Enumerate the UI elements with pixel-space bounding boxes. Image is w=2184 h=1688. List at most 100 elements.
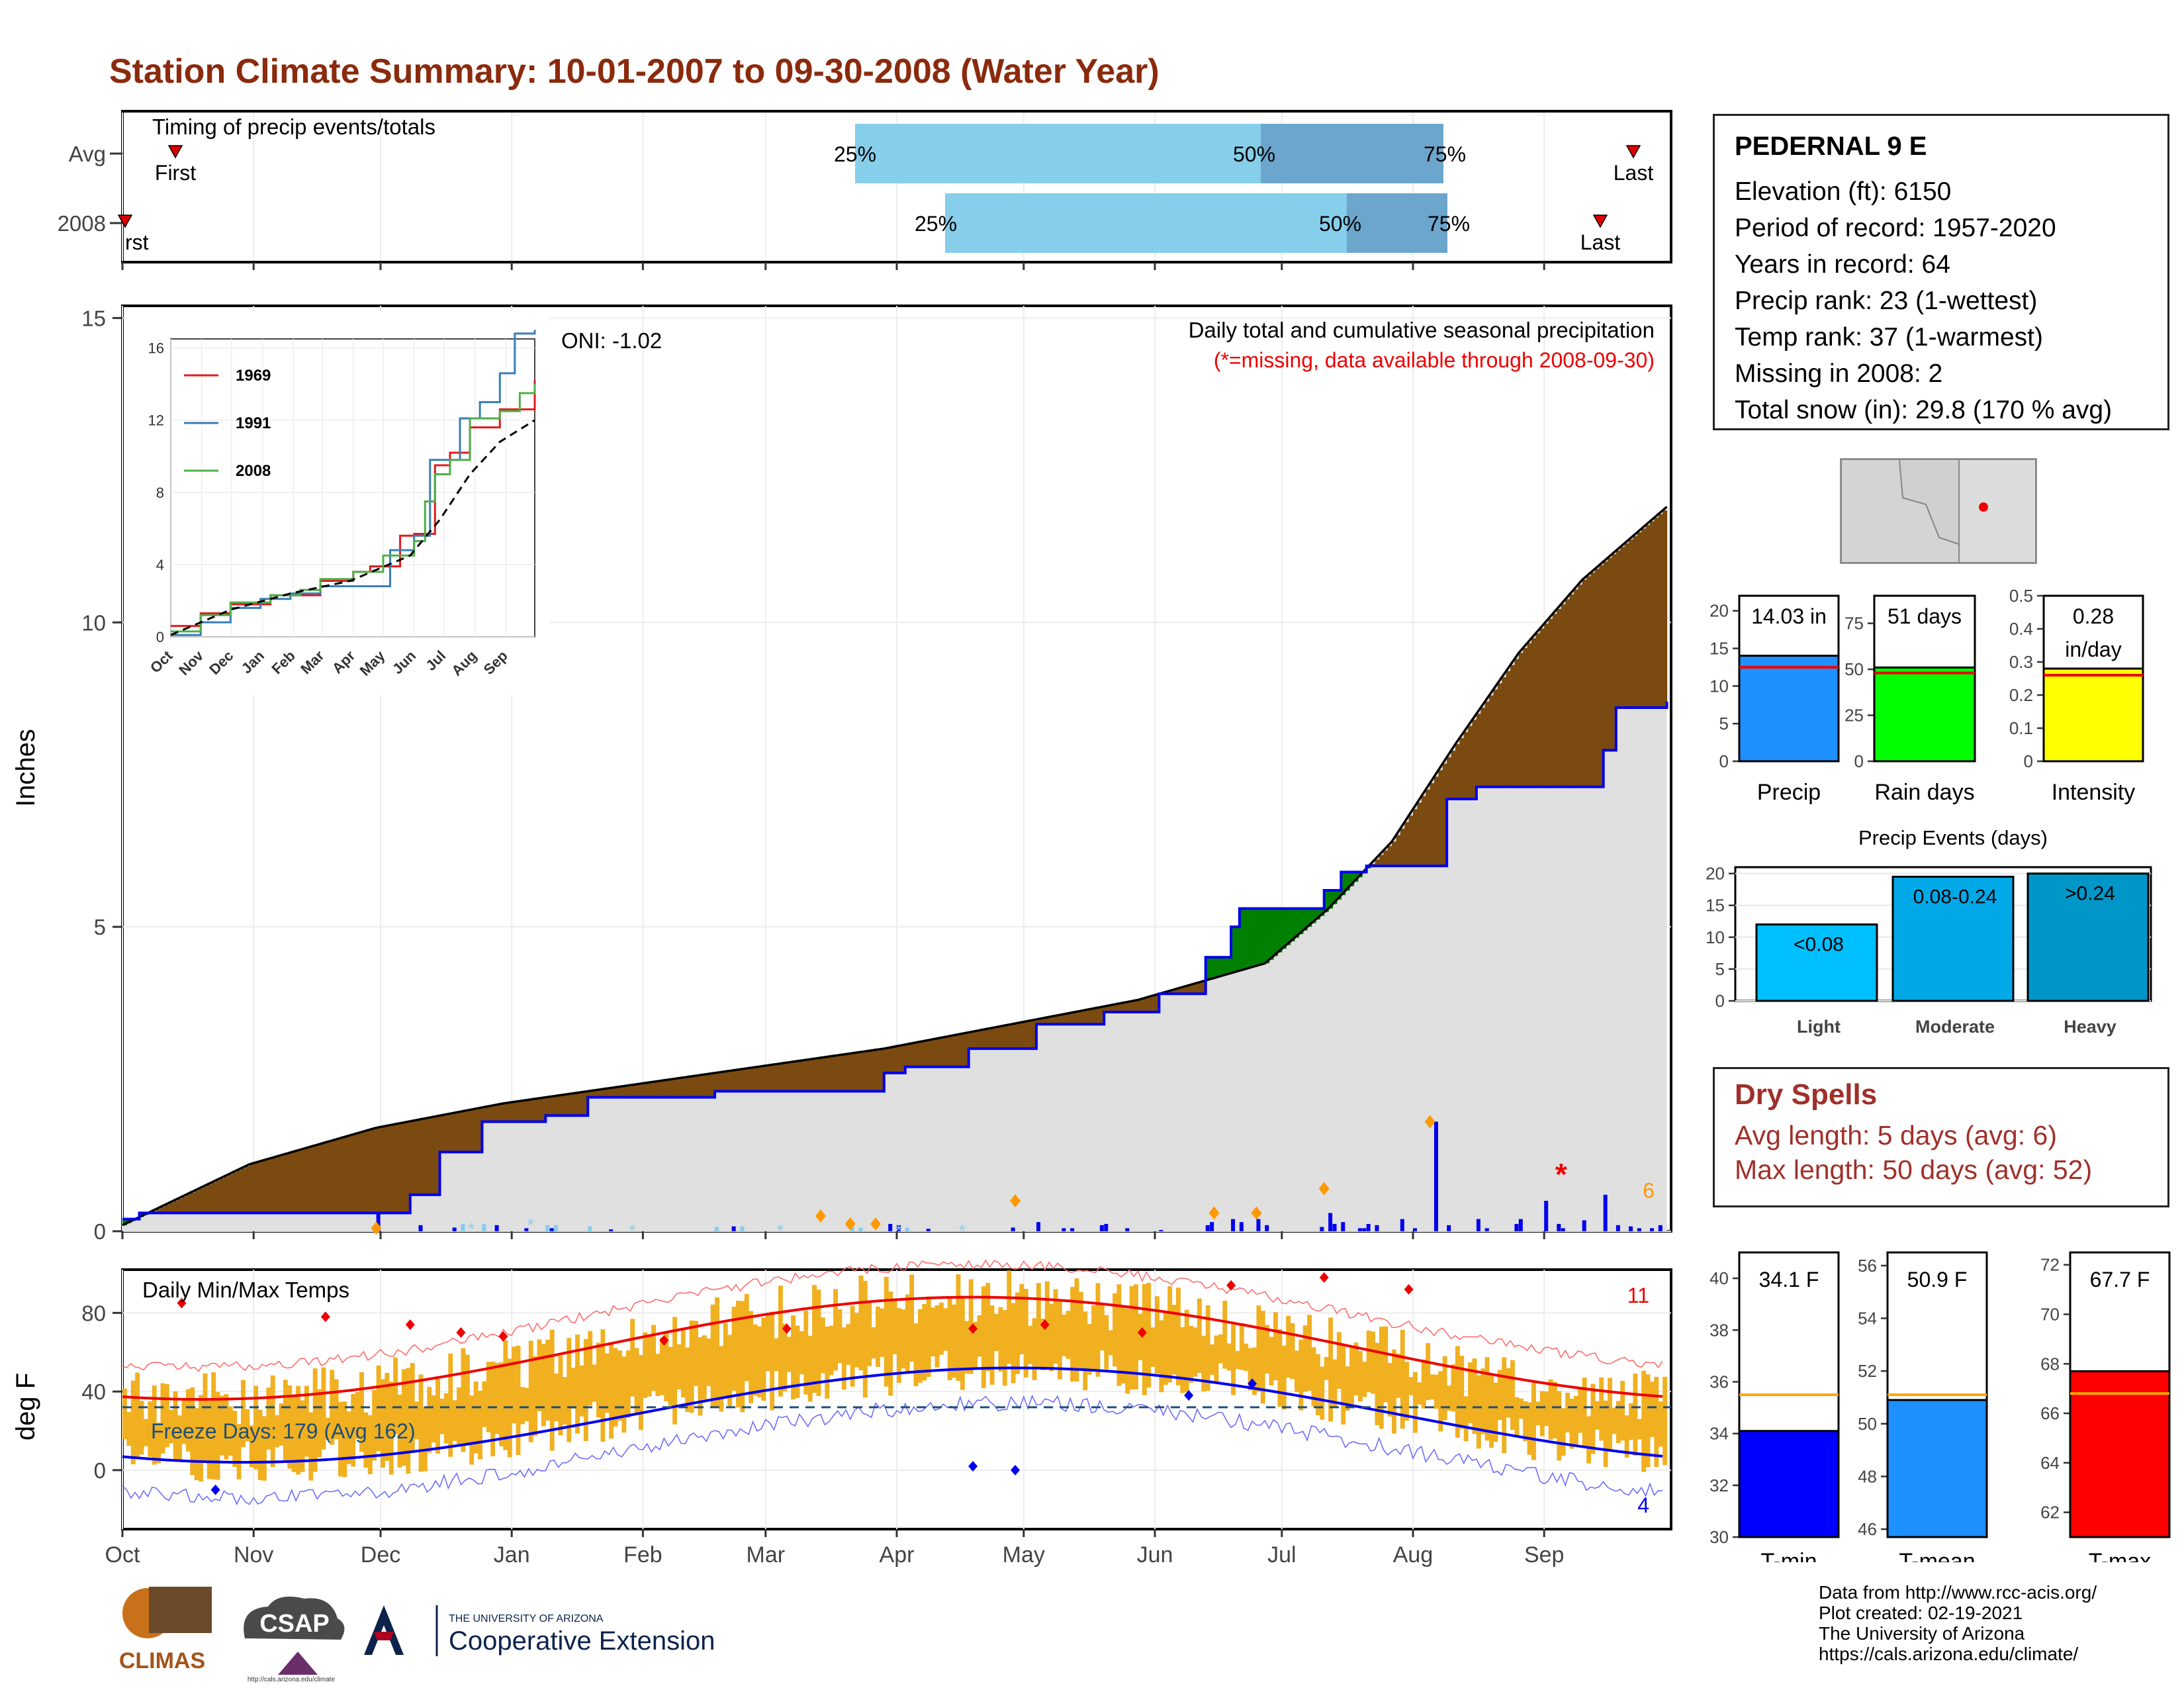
- departure-below-bar: [473, 1109, 478, 1152]
- departure-below-bar: [1036, 1019, 1041, 1025]
- departure-below-bar: [1062, 1014, 1067, 1025]
- departure-below-bar: [1552, 614, 1557, 787]
- page-title: Station Climate Summary: 10-01-2007 to 0…: [109, 52, 1160, 91]
- departure-below-bar: [803, 1060, 809, 1092]
- daily-temp-bar: [604, 1353, 610, 1413]
- daily-temp-bar: [253, 1385, 259, 1470]
- departure-below-bar: [880, 1049, 885, 1092]
- heavy-event-marker: [1318, 1182, 1330, 1196]
- daily-temp-bar: [152, 1385, 157, 1465]
- departure-below-bar: [706, 1074, 711, 1098]
- summary-y-tick-label: 0.5: [2009, 586, 2033, 606]
- daily-snow-bar: [588, 1226, 592, 1231]
- average-cumulative-area: [122, 506, 1667, 1231]
- daily-temp-bar: [1302, 1325, 1308, 1392]
- event-range-label: <0.08: [1794, 934, 1844, 956]
- daily-temp-bar: [1531, 1382, 1536, 1460]
- departure-below-bar: [1066, 1013, 1071, 1025]
- departure-below-bar: [524, 1100, 529, 1122]
- departure-below-bar: [786, 1062, 792, 1092]
- daily-temp-bar: [651, 1325, 657, 1391]
- daily-temp-bar: [422, 1407, 428, 1472]
- departure-below-bar: [960, 1034, 965, 1067]
- daily-temp-bar: [1371, 1331, 1375, 1394]
- daily-temp-bar: [469, 1395, 475, 1465]
- departure-below-bar: [261, 1160, 267, 1213]
- temp-bar-y-tick-label: 36: [1709, 1372, 1729, 1391]
- departure-below-bar: [719, 1072, 724, 1092]
- daily-temp-bar: [710, 1304, 715, 1407]
- daily-temp-bar: [376, 1365, 381, 1452]
- daily-temp-bar: [164, 1383, 169, 1448]
- daily-temp-bar: [499, 1362, 504, 1446]
- departure-below-bar: [765, 1065, 770, 1092]
- departure-below-bar: [680, 1078, 686, 1098]
- departure-below-bar: [1531, 638, 1537, 787]
- departure-below-bar: [211, 1182, 216, 1213]
- csap-logo-text: CSAP: [259, 1610, 330, 1638]
- departure-below-bar: [1404, 821, 1410, 867]
- daily-temp-bar: [1040, 1319, 1046, 1370]
- daily-temp-bar: [321, 1367, 326, 1450]
- departure-above-bar: [1290, 908, 1295, 942]
- departure-below-bar: [609, 1088, 614, 1098]
- temp-bar-y-tick-label: 66: [2040, 1403, 2060, 1423]
- daily-temp-bar: [782, 1323, 788, 1391]
- inset-y-tick-label: 8: [156, 485, 164, 501]
- daily-temp-bar: [960, 1295, 965, 1390]
- daily-temp-bar: [588, 1331, 593, 1406]
- ua-big-text: Cooperative Extension: [449, 1626, 715, 1656]
- daily-temp-bar: [1349, 1346, 1354, 1405]
- event-category-label: Light: [1797, 1017, 1841, 1037]
- departure-below-bar: [774, 1064, 779, 1092]
- departure-below-bar: [1514, 659, 1520, 787]
- daily-temp-bar: [261, 1416, 267, 1481]
- last-event-label: Last: [1614, 161, 1654, 185]
- timing-panel-title: Timing of precip events/totals: [152, 115, 435, 139]
- departure-below-bar: [596, 1090, 602, 1098]
- departure-below-bar: [909, 1043, 915, 1067]
- snow-day-marker: *: [959, 1221, 966, 1241]
- climas-logo-text: CLIMAS: [119, 1648, 205, 1673]
- daily-precip-bar: [1366, 1223, 1371, 1231]
- departure-below-bar: [676, 1078, 682, 1098]
- daily-temp-bar: [1163, 1312, 1168, 1385]
- month-label: Sep: [1524, 1542, 1565, 1568]
- daily-temp-bar: [372, 1389, 377, 1461]
- observed-cumulative-line: [122, 701, 1668, 1221]
- departure-below-bar: [1476, 714, 1481, 787]
- record-high-marker: [968, 1323, 978, 1335]
- daily-temp-bar: [825, 1327, 830, 1399]
- daily-temp-bar: [1129, 1286, 1134, 1390]
- event-bar: [1755, 923, 1878, 1002]
- summary-value-label: 51 days: [1888, 604, 1962, 628]
- daily-temp-bar: [841, 1327, 846, 1390]
- dry-spells-title: Dry Spells: [1735, 1078, 1878, 1111]
- daily-temp-bar: [1552, 1382, 1557, 1438]
- departure-above-bar: [1226, 957, 1232, 974]
- station-name: PEDERNAL 9 E: [1735, 132, 1927, 161]
- departure-below-bar: [1417, 802, 1422, 867]
- daily-temp-bar: [1396, 1354, 1401, 1398]
- temp-bar-y-tick-label: 46: [1858, 1519, 1877, 1539]
- daily-temp-bar: [655, 1354, 660, 1397]
- month-label: Oct: [105, 1542, 140, 1568]
- departure-below-bar: [723, 1072, 728, 1092]
- daily-temp-bar: [1658, 1401, 1663, 1447]
- daily-temp-bar: [1357, 1350, 1363, 1402]
- daily-temp-bar: [609, 1342, 614, 1439]
- departure-below-bar: [363, 1131, 369, 1213]
- departure-above-bar: [1315, 908, 1320, 920]
- daily-temp-bar: [1269, 1336, 1274, 1385]
- daily-precip-bar: [888, 1223, 893, 1231]
- departure-below-bar: [287, 1153, 293, 1213]
- daily-temp-bar: [367, 1415, 373, 1474]
- daily-precip-bar: [549, 1228, 554, 1231]
- record-high-marker: [1137, 1327, 1147, 1338]
- daily-temp-bar: [528, 1340, 533, 1442]
- departure-below-bar: [1645, 525, 1651, 708]
- daily-temp-bar: [1489, 1374, 1494, 1448]
- departure-below-bar: [689, 1076, 694, 1098]
- daily-precip-bar: [1413, 1228, 1417, 1231]
- daily-temp-bar: [414, 1401, 420, 1440]
